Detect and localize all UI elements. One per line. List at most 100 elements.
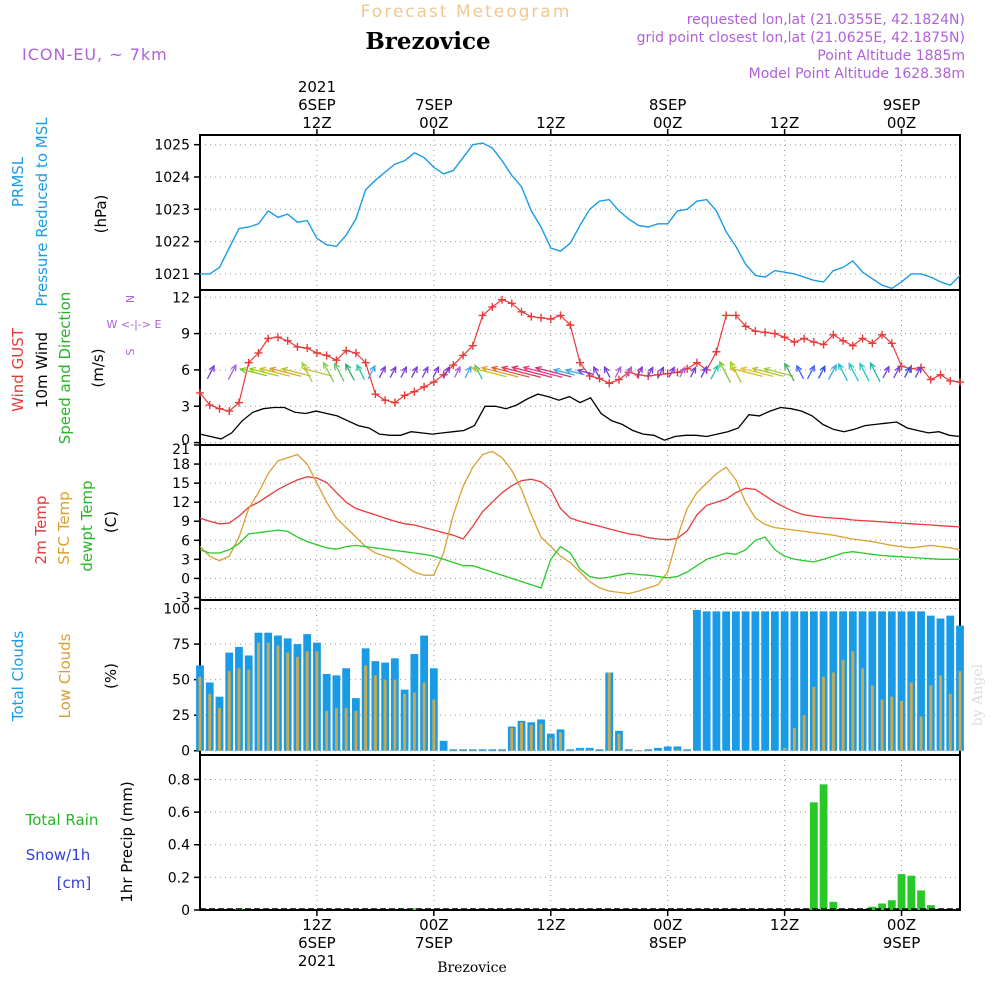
bottom-time-label: 6SEP <box>298 934 336 952</box>
low-cloud-bar <box>841 659 845 751</box>
footer-location: Brezovice <box>437 960 507 976</box>
label-prmsl: PRMSL <box>9 156 27 207</box>
low-cloud-bar <box>295 656 299 751</box>
wind-arrow <box>443 366 450 378</box>
total-cloud-bar <box>673 746 682 751</box>
wind-arrow <box>603 366 611 378</box>
top-time-label: 12Z <box>770 114 799 132</box>
low-cloud-bar <box>403 693 407 751</box>
wind-arrow <box>657 367 664 378</box>
low-cloud-bar <box>520 722 523 751</box>
panel-frame <box>199 754 961 911</box>
bottom-time-label: 8SEP <box>649 934 687 952</box>
gust-marker <box>342 346 351 355</box>
y-tick-label: -3 <box>176 590 190 606</box>
total-cloud-bar <box>732 611 740 751</box>
wind-arrow <box>869 362 881 382</box>
pressure-line <box>200 142 961 290</box>
y-tick-label: 25 <box>172 708 190 724</box>
gust-marker <box>566 321 575 330</box>
gust-marker <box>410 387 419 396</box>
total-cloud-bar <box>741 611 750 751</box>
wind-arrowhead <box>658 366 665 374</box>
requested-coords: requested lon,lat (21.0355E, 42.1824N) <box>687 12 965 28</box>
y-tick-label: 0.6 <box>168 805 190 821</box>
top-time-label: 12Z <box>536 114 565 132</box>
wind-arrowhead <box>490 365 499 372</box>
gust-marker <box>312 348 321 357</box>
bottom-time-label: 12Z <box>770 916 799 934</box>
wind-arrow <box>421 366 429 378</box>
compass-n: N <box>124 295 137 303</box>
wind-arrowhead <box>679 366 686 374</box>
bottom-time-label: 12Z <box>536 916 565 934</box>
wind-arrow <box>356 364 366 380</box>
wind-arrowhead <box>830 363 837 372</box>
wind-arrowhead <box>564 368 572 375</box>
y-tick-label: 100 <box>163 602 190 618</box>
low-cloud-bar <box>792 727 796 751</box>
wind-arrowhead <box>534 366 543 373</box>
low-cloud-bar <box>929 685 933 751</box>
low-cloud-bar <box>227 671 231 751</box>
low-cloud-bar <box>851 651 855 751</box>
wind-arrowhead <box>668 366 675 374</box>
wind-arrowhead <box>690 366 697 374</box>
low-cloud-bar <box>198 676 202 751</box>
y-tick-label: 15 <box>172 476 190 492</box>
gust-marker <box>595 374 604 383</box>
gust-marker <box>429 378 438 387</box>
total-cloud-bar <box>800 611 808 751</box>
y-tick-label: 50 <box>172 673 190 689</box>
gust-marker <box>673 368 682 377</box>
wind-arrow <box>481 367 519 378</box>
panel-frame <box>199 444 961 601</box>
gust-marker <box>488 302 497 311</box>
wind-arrow <box>730 367 763 378</box>
wind-arrow <box>914 366 922 378</box>
y-tick-label: 0.4 <box>168 838 190 854</box>
wind-arrow <box>796 365 805 380</box>
gust-marker <box>809 338 818 347</box>
gust-marker <box>478 311 487 320</box>
gust-marker <box>780 333 789 342</box>
wind-arrow <box>400 366 407 378</box>
low-cloud-bar <box>919 716 923 751</box>
gust-marker <box>498 295 507 304</box>
precip-bar <box>819 784 828 910</box>
low-cloud-bar <box>364 665 368 751</box>
total-cloud-bar <box>702 611 711 751</box>
wind-arrow <box>389 366 397 378</box>
gust-marker <box>956 378 964 387</box>
y-tick-label: 6 <box>181 533 190 549</box>
gust-marker <box>390 398 399 407</box>
precip-bar <box>907 875 916 910</box>
low-cloud-bar <box>237 668 241 751</box>
wind-arrow <box>859 363 870 382</box>
gust-marker <box>848 341 857 350</box>
wind-arrow <box>502 366 542 378</box>
low-cloud-bar <box>539 723 543 751</box>
wind-arrowhead <box>712 364 719 372</box>
precip-bar <box>829 901 838 910</box>
wind-arrowhead <box>819 364 826 373</box>
label-snow: Snow/1h <box>26 846 91 864</box>
total-cloud-bar <box>868 611 877 751</box>
gust-marker <box>926 375 935 384</box>
low-cloud-bar <box>831 672 835 751</box>
label-low-clouds: Low Clouds <box>56 633 74 718</box>
low-cloud-bar <box>510 727 514 751</box>
wind-arrow <box>593 366 600 378</box>
wind-arrowhead <box>238 367 247 374</box>
bottom-time-label: 9SEP <box>883 934 921 952</box>
wind-arrow <box>806 365 815 380</box>
gust-marker <box>692 358 701 367</box>
wind-arrowhead <box>401 365 408 374</box>
total-cloud-bar <box>917 611 925 751</box>
total-cloud-bar <box>459 749 467 751</box>
top-time-label: 9SEP <box>883 96 921 114</box>
wind-arrowhead <box>500 365 509 372</box>
top-time-label: 12Z <box>302 114 331 132</box>
wind-arrow <box>282 368 311 377</box>
bottom-time-label: 00Z <box>887 916 916 934</box>
